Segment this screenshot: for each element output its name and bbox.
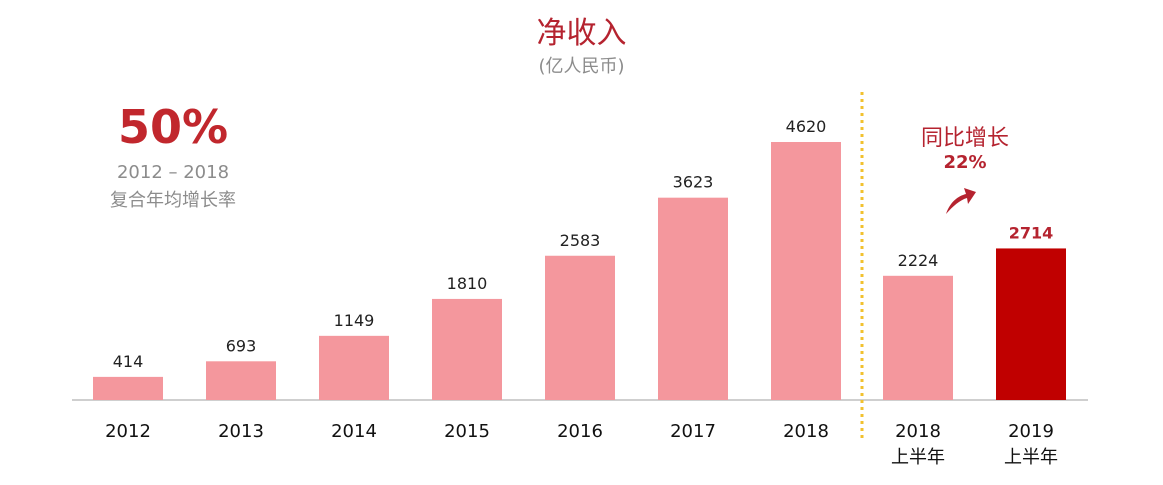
cagr-period: 2012 – 2018 (116, 162, 230, 183)
yoy-growth-label: 同比增长 (920, 126, 1009, 151)
bar (996, 248, 1066, 400)
x-tick-label: 上半年 (1004, 447, 1058, 468)
data-label: 2583 (560, 231, 601, 250)
x-tick-label: 2013 (218, 421, 264, 442)
x-tick-label: 2012 (105, 421, 151, 442)
cagr-value: 50% (117, 100, 229, 154)
x-tick-label: 2018 (783, 421, 829, 442)
cagr-label: 复合年均增长率 (110, 190, 236, 211)
data-label: 2224 (898, 251, 939, 270)
x-tick-label: 2015 (444, 421, 490, 442)
bar (319, 335, 389, 400)
chart-subtitle: (亿人民币) (538, 56, 625, 77)
x-tick-label: 2016 (557, 421, 603, 442)
x-tick-label: 2018 (895, 421, 941, 442)
yoy-growth-value: 22% (943, 152, 987, 173)
data-label: 2714 (1009, 223, 1054, 242)
bar (545, 255, 615, 400)
chart-title: 净收入 (536, 16, 627, 51)
x-tick-label: 2017 (670, 421, 716, 442)
x-tick-label: 上半年 (891, 447, 945, 468)
bar (93, 376, 163, 400)
x-tick-label: 2019 (1008, 421, 1054, 442)
bar (432, 298, 502, 400)
bar (883, 275, 953, 400)
data-label: 1149 (334, 311, 375, 330)
data-label: 3623 (673, 173, 714, 192)
bar (206, 361, 276, 400)
up-arrow-icon (946, 188, 976, 214)
data-label: 1810 (447, 274, 488, 293)
data-label: 4620 (786, 117, 827, 136)
data-label: 693 (226, 336, 257, 355)
data-label: 414 (113, 352, 144, 371)
bar (771, 142, 841, 400)
x-tick-label: 2014 (331, 421, 377, 442)
bar (658, 197, 728, 400)
